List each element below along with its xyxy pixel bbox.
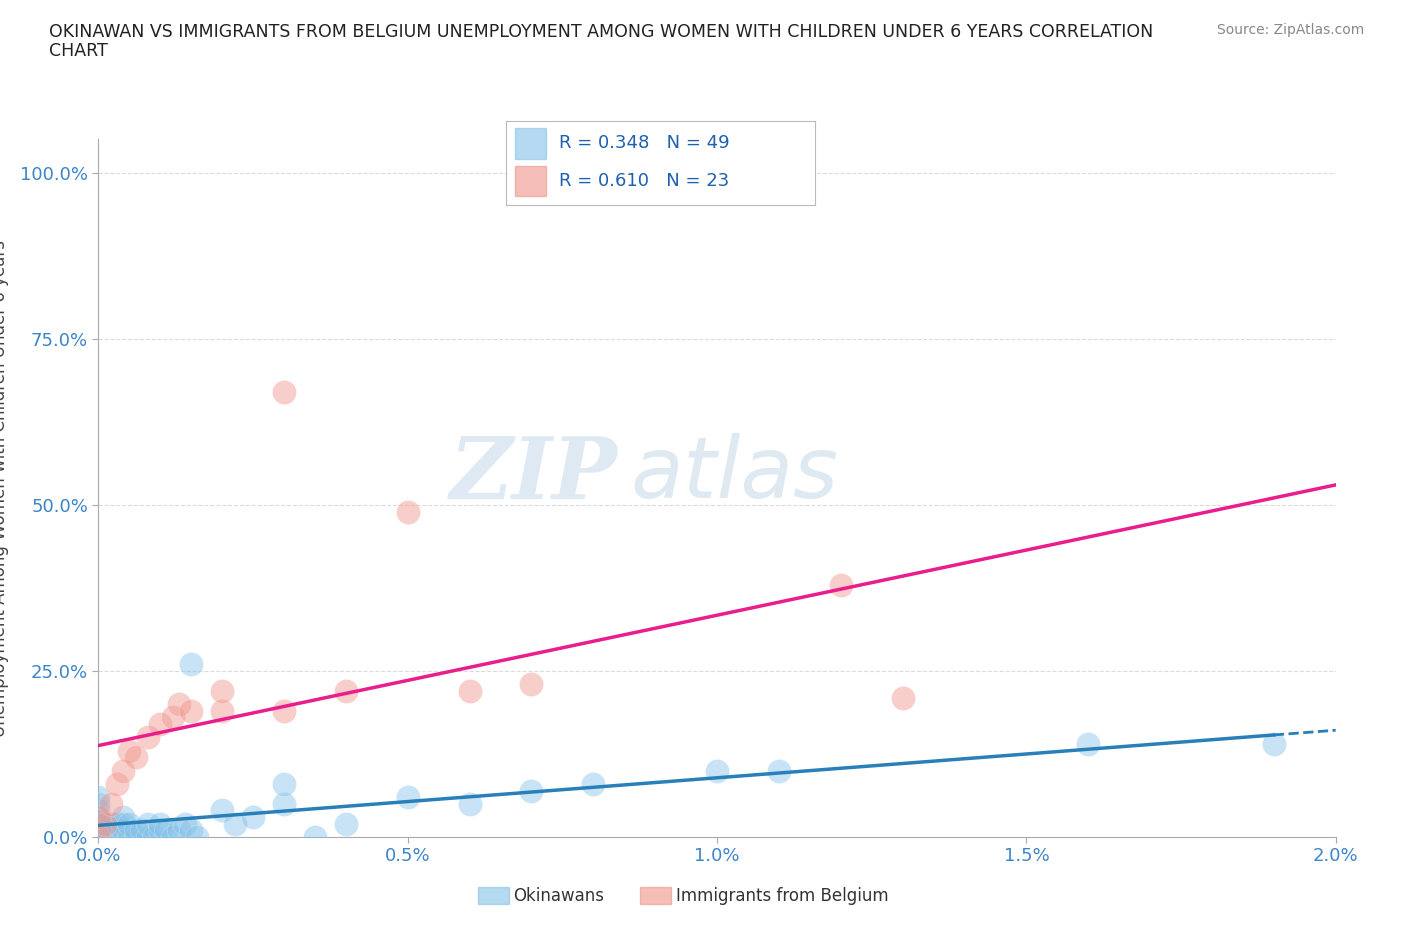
Y-axis label: Unemployment Among Women with Children Under 6 years: Unemployment Among Women with Children U… bbox=[0, 240, 8, 737]
Point bbox=[149, 717, 172, 732]
Point bbox=[242, 810, 264, 825]
Bar bbox=[516, 166, 547, 196]
Point bbox=[118, 817, 141, 831]
Point bbox=[118, 830, 141, 844]
Point bbox=[891, 690, 914, 705]
Text: atlas: atlas bbox=[630, 432, 838, 516]
Point bbox=[211, 703, 233, 718]
Text: R = 0.610   N = 23: R = 0.610 N = 23 bbox=[558, 172, 728, 190]
Point bbox=[87, 817, 110, 831]
Point bbox=[87, 810, 110, 825]
Point bbox=[136, 730, 159, 745]
Point bbox=[124, 823, 146, 838]
Point bbox=[211, 803, 233, 817]
Text: ZIP: ZIP bbox=[450, 432, 619, 516]
Point bbox=[136, 830, 159, 844]
Point bbox=[273, 796, 295, 811]
Point bbox=[87, 803, 110, 817]
Point bbox=[273, 777, 295, 791]
Point bbox=[706, 764, 728, 778]
Point bbox=[87, 796, 110, 811]
Point bbox=[87, 790, 110, 804]
Point bbox=[100, 823, 122, 838]
Point bbox=[211, 684, 233, 698]
Point bbox=[149, 817, 172, 831]
Point bbox=[304, 830, 326, 844]
Point bbox=[273, 703, 295, 718]
Point bbox=[112, 817, 135, 831]
Point bbox=[174, 817, 197, 831]
Text: R = 0.348   N = 49: R = 0.348 N = 49 bbox=[558, 135, 730, 153]
Point bbox=[87, 830, 110, 844]
Point bbox=[87, 823, 110, 838]
Point bbox=[273, 384, 295, 399]
Bar bbox=[516, 128, 547, 158]
Point bbox=[162, 710, 184, 724]
Point bbox=[131, 823, 153, 838]
Point bbox=[180, 657, 202, 671]
Point bbox=[112, 764, 135, 778]
Point bbox=[87, 830, 110, 844]
Point bbox=[830, 578, 852, 592]
Point bbox=[149, 823, 172, 838]
Point bbox=[458, 684, 481, 698]
Point bbox=[136, 817, 159, 831]
Point bbox=[105, 817, 128, 831]
Text: Okinawans: Okinawans bbox=[513, 886, 605, 905]
Point bbox=[124, 750, 146, 764]
Point bbox=[93, 817, 115, 831]
Point bbox=[162, 830, 184, 844]
Point bbox=[93, 823, 115, 838]
Point bbox=[118, 743, 141, 758]
Point bbox=[768, 764, 790, 778]
Point bbox=[93, 830, 115, 844]
Point bbox=[458, 796, 481, 811]
Point bbox=[112, 810, 135, 825]
Point bbox=[100, 817, 122, 831]
Point bbox=[105, 777, 128, 791]
Point bbox=[87, 810, 110, 825]
Point bbox=[124, 830, 146, 844]
Point bbox=[335, 817, 357, 831]
Point bbox=[167, 823, 190, 838]
Point bbox=[396, 504, 419, 519]
Text: Immigrants from Belgium: Immigrants from Belgium bbox=[676, 886, 889, 905]
Point bbox=[112, 823, 135, 838]
Point bbox=[335, 684, 357, 698]
Point bbox=[143, 830, 166, 844]
Point bbox=[105, 830, 128, 844]
Text: Source: ZipAtlas.com: Source: ZipAtlas.com bbox=[1216, 23, 1364, 37]
Point bbox=[520, 783, 543, 798]
Point bbox=[87, 817, 110, 831]
Point bbox=[1077, 737, 1099, 751]
Point bbox=[396, 790, 419, 804]
Point bbox=[520, 677, 543, 692]
Point bbox=[582, 777, 605, 791]
Point bbox=[100, 796, 122, 811]
Text: OKINAWAN VS IMMIGRANTS FROM BELGIUM UNEMPLOYMENT AMONG WOMEN WITH CHILDREN UNDER: OKINAWAN VS IMMIGRANTS FROM BELGIUM UNEM… bbox=[49, 23, 1153, 41]
Point bbox=[186, 830, 208, 844]
Point bbox=[224, 817, 246, 831]
Point bbox=[167, 697, 190, 711]
Point bbox=[180, 823, 202, 838]
Point bbox=[180, 703, 202, 718]
Point bbox=[1263, 737, 1285, 751]
Text: CHART: CHART bbox=[49, 42, 108, 60]
Point bbox=[155, 823, 177, 838]
